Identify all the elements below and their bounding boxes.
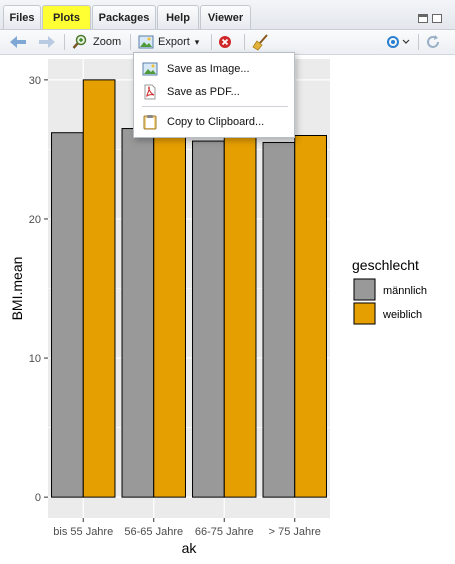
minimize-pane-icon[interactable] bbox=[418, 14, 428, 23]
x-tick-label: > 75 Jahre bbox=[269, 526, 321, 538]
bar-maennlich bbox=[121, 128, 155, 498]
tab-files-label: Files bbox=[9, 11, 35, 24]
maximize-pane-icon[interactable] bbox=[432, 14, 442, 23]
bar-maennlich bbox=[192, 140, 225, 498]
zoom-label: Zoom bbox=[93, 36, 122, 48]
legend-key-maennlich bbox=[353, 278, 376, 301]
tab-packages-label: Packages bbox=[98, 11, 150, 24]
chevron-down-icon: ▾ bbox=[194, 36, 200, 47]
tab-help[interactable]: Help bbox=[157, 5, 199, 29]
tab-packages[interactable]: Packages bbox=[92, 5, 156, 29]
tab-viewer-label: Viewer bbox=[207, 11, 244, 24]
menu-separator bbox=[142, 106, 288, 107]
forward-arrow-icon[interactable] bbox=[37, 33, 57, 51]
export-label: Export bbox=[158, 36, 190, 48]
y-tick-label: 20 bbox=[29, 214, 41, 226]
refresh-button[interactable] bbox=[425, 33, 441, 51]
bar-maennlich bbox=[51, 132, 84, 498]
publish-icon bbox=[387, 36, 410, 48]
export-image-icon bbox=[138, 35, 154, 49]
save-as-pdf-label: Save as PDF... bbox=[167, 86, 240, 98]
x-tick-label: 66-75 Jahre bbox=[195, 526, 254, 538]
tab-help-label: Help bbox=[166, 11, 190, 24]
back-arrow-icon[interactable] bbox=[8, 33, 28, 51]
bar-weiblich bbox=[82, 79, 116, 498]
zoom-icon bbox=[72, 34, 88, 50]
toolbar-separator bbox=[244, 34, 245, 50]
remove-plot-icon bbox=[219, 36, 231, 48]
zoom-button[interactable]: Zoom bbox=[72, 33, 121, 51]
y-axis-label: BMI.mean bbox=[9, 257, 25, 321]
legend: geschlecht männlich weiblich bbox=[352, 257, 427, 325]
tab-plots-label: Plots bbox=[53, 11, 80, 24]
tab-viewer[interactable]: Viewer bbox=[200, 5, 251, 29]
y-tick-label: 0 bbox=[35, 492, 41, 504]
legend-title: geschlecht bbox=[352, 257, 419, 273]
y-tick-label: 10 bbox=[29, 353, 41, 365]
publish-button[interactable] bbox=[385, 33, 411, 51]
bar-weiblich bbox=[223, 135, 257, 498]
export-button[interactable]: Export ▾ bbox=[138, 33, 199, 51]
save-as-image-label: Save as Image... bbox=[167, 63, 250, 75]
bar-maennlich bbox=[262, 141, 296, 498]
broom-icon bbox=[252, 34, 268, 51]
toolbar-separator bbox=[130, 34, 131, 50]
export-menu: Save as Image... Save as PDF... Copy to … bbox=[133, 52, 295, 138]
x-axis-label: ak bbox=[182, 540, 198, 556]
bar-weiblich bbox=[294, 135, 327, 498]
refresh-icon bbox=[427, 35, 439, 48]
x-tick-label: 56-65 Jahre bbox=[124, 526, 183, 538]
legend-label-maennlich: männlich bbox=[383, 285, 427, 297]
x-tick-label: bis 55 Jahre bbox=[53, 526, 113, 538]
toolbar-separator bbox=[211, 34, 212, 50]
toolbar-separator bbox=[64, 34, 65, 50]
copy-to-clipboard-label: Copy to Clipboard... bbox=[167, 116, 265, 128]
save-as-pdf-menu-item[interactable]: Save as PDF... bbox=[134, 81, 294, 103]
pane-tab-bar: Files Plots Packages Help Viewer bbox=[0, 0, 455, 30]
legend-key-weiblich bbox=[353, 302, 376, 325]
save-as-image-menu-item[interactable]: Save as Image... bbox=[134, 58, 294, 80]
remove-plot-button[interactable] bbox=[218, 33, 232, 51]
legend-label-weiblich: weiblich bbox=[382, 309, 422, 321]
toolbar-separator bbox=[418, 34, 419, 50]
image-icon bbox=[142, 62, 158, 76]
plots-toolbar: Zoom Export ▾ bbox=[0, 30, 455, 55]
clear-all-plots-button[interactable] bbox=[252, 33, 270, 51]
tab-files[interactable]: Files bbox=[3, 5, 41, 29]
bar-weiblich bbox=[153, 135, 186, 498]
pdf-icon bbox=[144, 84, 156, 100]
clipboard-icon bbox=[143, 115, 157, 130]
y-tick-label: 30 bbox=[29, 75, 41, 87]
copy-to-clipboard-menu-item[interactable]: Copy to Clipboard... bbox=[134, 111, 294, 133]
tab-plots[interactable]: Plots bbox=[42, 5, 91, 29]
